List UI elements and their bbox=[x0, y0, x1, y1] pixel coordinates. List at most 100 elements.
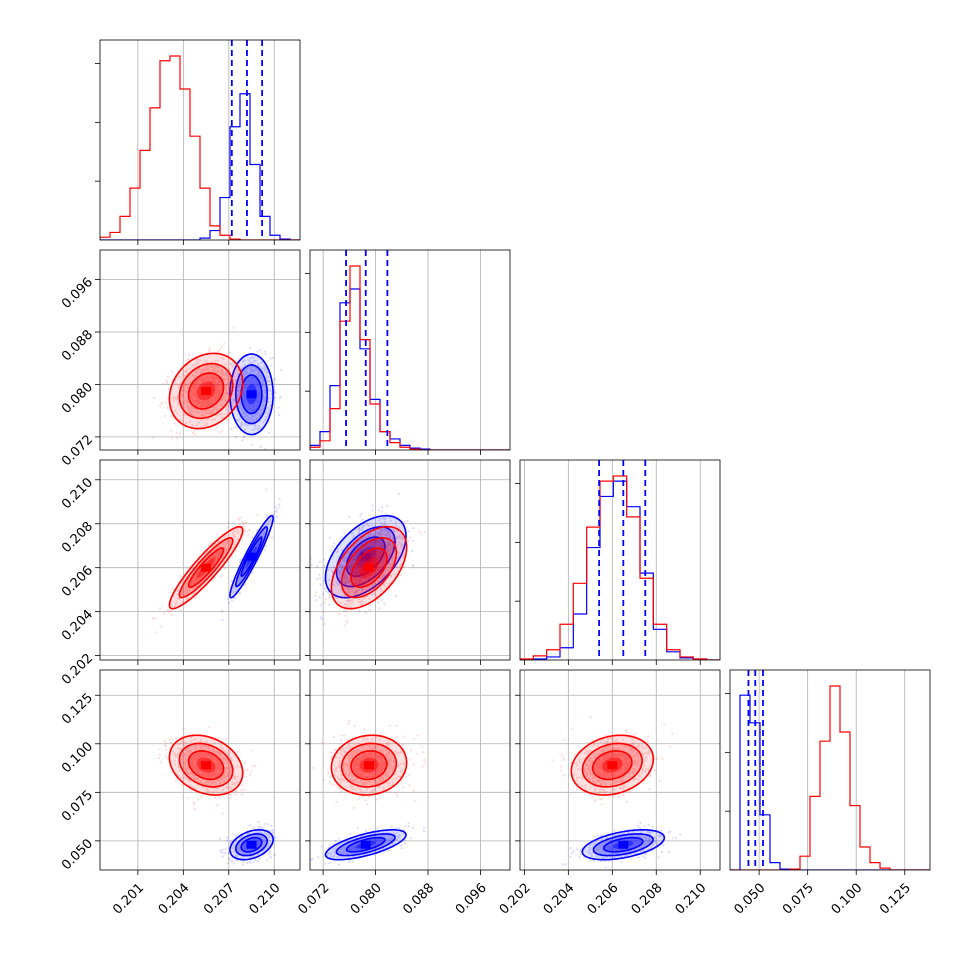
scatter-point bbox=[214, 396, 217, 399]
scatter-point bbox=[241, 360, 244, 363]
scatter-point bbox=[207, 400, 210, 403]
scatter-point bbox=[185, 587, 188, 590]
scatter-point bbox=[342, 564, 345, 567]
scatter-point bbox=[253, 415, 256, 418]
scatter-point bbox=[408, 530, 411, 533]
scatter-point bbox=[218, 550, 221, 553]
scatter-point bbox=[383, 570, 387, 573]
scatter-point bbox=[359, 563, 363, 566]
scatter-point bbox=[245, 565, 248, 568]
scatter-point bbox=[208, 401, 211, 404]
scatter-point bbox=[205, 424, 208, 427]
scatter-point bbox=[235, 383, 239, 386]
scatter-point bbox=[206, 402, 209, 405]
scatter-point bbox=[197, 421, 200, 424]
scatter-point bbox=[232, 404, 235, 407]
scatter-point bbox=[253, 402, 256, 405]
scatter-point bbox=[380, 506, 384, 509]
scatter-point bbox=[407, 539, 410, 542]
scatter-point bbox=[208, 401, 211, 404]
scatter-point bbox=[195, 380, 199, 383]
density-peak-red bbox=[201, 563, 212, 572]
scatter-point bbox=[201, 368, 204, 371]
scatter-point bbox=[242, 409, 246, 412]
scatter-point bbox=[226, 419, 229, 422]
scatter-point bbox=[201, 402, 204, 405]
scatter-point bbox=[341, 567, 344, 570]
scatter-point bbox=[181, 419, 184, 422]
scatter-point bbox=[186, 401, 189, 404]
scatter-point bbox=[218, 549, 221, 552]
scatter-point bbox=[384, 530, 387, 533]
scatter-point bbox=[267, 521, 270, 524]
scatter-point bbox=[375, 552, 379, 555]
scatter-point bbox=[217, 553, 220, 556]
scatter-point bbox=[204, 571, 207, 574]
scatter-point bbox=[337, 583, 340, 586]
scatter-point bbox=[232, 534, 235, 537]
scatter-point bbox=[262, 531, 265, 534]
scatter-point bbox=[255, 545, 258, 548]
scatter-point bbox=[255, 405, 258, 408]
scatter-point bbox=[360, 602, 363, 605]
y-tick-label: 0.208 bbox=[59, 519, 96, 556]
scatter-point bbox=[211, 579, 214, 582]
scatter-point bbox=[216, 533, 219, 536]
scatter-point bbox=[268, 383, 271, 386]
scatter-point bbox=[377, 543, 380, 547]
scatter-point bbox=[204, 411, 208, 414]
scatter-point bbox=[209, 381, 212, 384]
scatter-point bbox=[265, 514, 268, 517]
scatter-point bbox=[257, 373, 260, 376]
scatter-point bbox=[218, 413, 221, 416]
scatter-point bbox=[206, 377, 210, 380]
scatter-point bbox=[368, 574, 371, 577]
scatter-point bbox=[196, 401, 199, 404]
scatter-point bbox=[194, 577, 197, 580]
scatter-point bbox=[372, 555, 376, 558]
scatter-point bbox=[246, 380, 249, 383]
scatter-point bbox=[355, 570, 358, 573]
scatter-point bbox=[254, 545, 258, 548]
scatter-point bbox=[215, 389, 218, 392]
scatter-point bbox=[242, 525, 246, 528]
scatter-point bbox=[245, 566, 248, 569]
scatter-point bbox=[218, 549, 221, 553]
scatter-point bbox=[251, 402, 254, 405]
scatter-point bbox=[246, 560, 250, 563]
scatter-point bbox=[237, 371, 240, 374]
scatter-point bbox=[244, 385, 247, 388]
scatter-point bbox=[212, 390, 215, 393]
scatter-point bbox=[269, 518, 272, 521]
scatter-point bbox=[184, 384, 188, 387]
scatter-point bbox=[182, 400, 185, 403]
scatter-point bbox=[197, 575, 200, 578]
scatter-point bbox=[197, 397, 200, 400]
scatter-point bbox=[252, 359, 255, 363]
scatter-point bbox=[251, 369, 254, 372]
scatter-point bbox=[395, 530, 399, 533]
scatter-point bbox=[262, 384, 265, 387]
scatter-point bbox=[344, 557, 347, 560]
scatter-point bbox=[359, 571, 362, 574]
scatter-point bbox=[194, 574, 197, 577]
scatter-point bbox=[171, 437, 174, 440]
scatter-point bbox=[278, 505, 281, 508]
scatter-point bbox=[261, 531, 264, 534]
scatter-point bbox=[237, 418, 240, 421]
scatter-point bbox=[238, 577, 241, 580]
scatter-point bbox=[372, 557, 375, 560]
scatter-point bbox=[271, 356, 274, 359]
scatter-point bbox=[221, 398, 224, 401]
scatter-point bbox=[364, 576, 368, 579]
scatter-point bbox=[264, 366, 267, 369]
scatter-point bbox=[356, 541, 359, 544]
scatter-point bbox=[253, 382, 256, 385]
scatter-point bbox=[262, 398, 265, 401]
scatter-point bbox=[192, 399, 195, 402]
scatter-point bbox=[359, 571, 362, 574]
scatter-point bbox=[245, 386, 248, 389]
scatter-point bbox=[243, 567, 246, 570]
scatter-point bbox=[207, 397, 210, 400]
scatter-point bbox=[220, 368, 223, 371]
